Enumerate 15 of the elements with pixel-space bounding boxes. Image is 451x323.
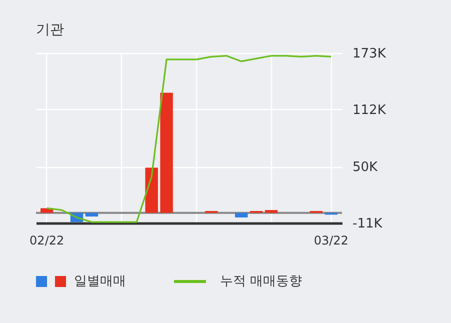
bar [235,212,248,218]
chart-title: 기관 [36,22,64,38]
x-tick-label: 02/22 [30,234,64,248]
legend-label: 일별매매 [74,273,126,290]
bar [160,92,173,213]
bar [145,168,158,213]
y-tick-label: -11K [352,216,383,232]
y-tick-label: 50K [352,160,378,176]
x-tick-label: 03/22 [314,234,348,248]
bar [264,210,278,213]
y-tick-label: 173K [352,46,386,62]
y-tick-label: 112K [352,102,386,118]
legend-label: 누적 매매동향 [220,273,302,290]
line-series [46,54,332,223]
bar [85,212,98,217]
